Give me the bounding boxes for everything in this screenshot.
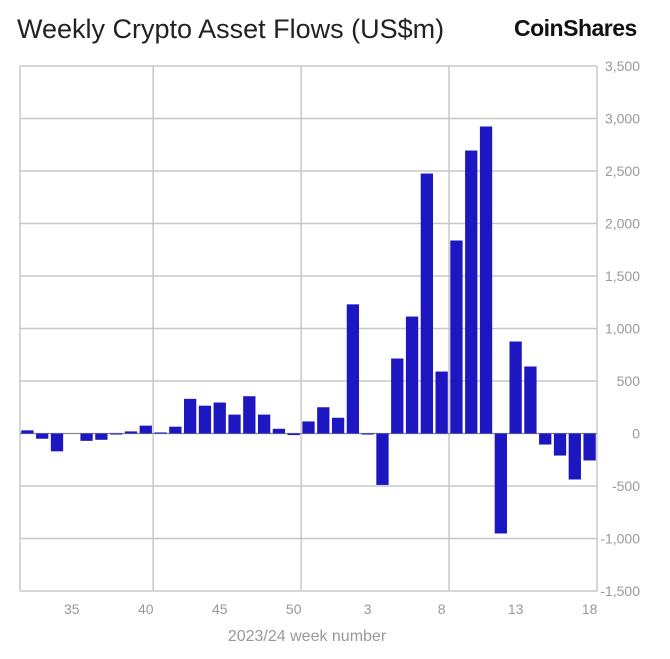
y-tick-label: 3,000	[605, 111, 640, 127]
bar-week-48	[257, 414, 271, 434]
bar-week-45	[213, 402, 226, 434]
bar-week-36	[80, 433, 93, 441]
bar-week-3	[361, 433, 374, 435]
bar-week-16	[553, 433, 567, 456]
bar-week-8	[435, 371, 448, 434]
y-tick-label: 0	[632, 426, 640, 442]
bar-week-14	[524, 366, 537, 434]
bar-week-49	[272, 428, 286, 434]
bar-week-9	[450, 240, 463, 434]
x-tick-label: 18	[582, 601, 598, 617]
bars	[21, 126, 596, 534]
bar-week-40	[139, 425, 152, 434]
y-tick-label: 1,500	[605, 268, 640, 284]
bar-week-2	[346, 304, 360, 434]
bar-week-46	[228, 414, 241, 434]
bar-week-4	[376, 433, 389, 485]
bar-week-41	[154, 432, 167, 434]
x-tick-label: 45	[212, 601, 228, 617]
y-axis-ticks: 3,500 3,000 2,500 2,000 1,500 1,000 500 0 -500 -1…	[600, 58, 640, 599]
y-tick-label: -500	[612, 478, 640, 494]
x-tick-label: 3	[364, 601, 372, 617]
y-tick-label: 2,000	[605, 216, 640, 232]
bar-week-37	[95, 433, 108, 440]
x-tick-label: 8	[438, 601, 446, 617]
bar-week-18	[583, 433, 596, 461]
bar-week-44	[198, 405, 212, 434]
x-axis-ticks: 35 40 45 50 3 8 13 18	[64, 601, 598, 617]
bar-week-15	[539, 433, 552, 445]
bar-week-11	[479, 126, 493, 434]
bar-week-39	[124, 431, 138, 434]
bar-week-12	[494, 433, 507, 534]
bar-week-5	[391, 358, 404, 434]
chart-title: Weekly Crypto Asset Flows (US$m)	[17, 14, 445, 44]
y-tick-label: -1,000	[600, 531, 640, 547]
bar-week-50	[287, 433, 300, 436]
bar-week-6	[405, 316, 419, 434]
y-tick-label: -1,500	[600, 583, 640, 599]
bar-week-10	[465, 150, 478, 434]
bar-week-13	[509, 341, 522, 434]
bar-week-42	[169, 426, 182, 434]
bar-week-47	[243, 396, 256, 434]
bar-week-43	[183, 398, 197, 434]
coinshares-logo: CoinShares	[514, 15, 637, 41]
bar-week-38	[110, 433, 123, 435]
grid	[19, 65, 598, 592]
bar-week-32	[21, 430, 34, 434]
x-axis-label: 2023/24 week number	[228, 628, 387, 645]
x-tick-label: 40	[138, 601, 154, 617]
y-tick-label: 3,500	[605, 58, 640, 74]
x-tick-label: 50	[286, 601, 302, 617]
bar-week-33	[36, 433, 49, 439]
bar-week-7	[420, 173, 434, 434]
y-tick-label: 1,000	[605, 321, 640, 337]
y-tick-label: 500	[617, 373, 641, 389]
x-tick-label: 35	[64, 601, 80, 617]
x-tick-label: 13	[508, 601, 524, 617]
bar-week-1	[331, 417, 345, 434]
bar-week-51	[302, 421, 315, 434]
bar-week-17	[568, 433, 581, 480]
y-tick-label: 2,500	[605, 163, 640, 179]
bar-week-52	[317, 407, 330, 434]
bar-week-34	[50, 433, 64, 452]
